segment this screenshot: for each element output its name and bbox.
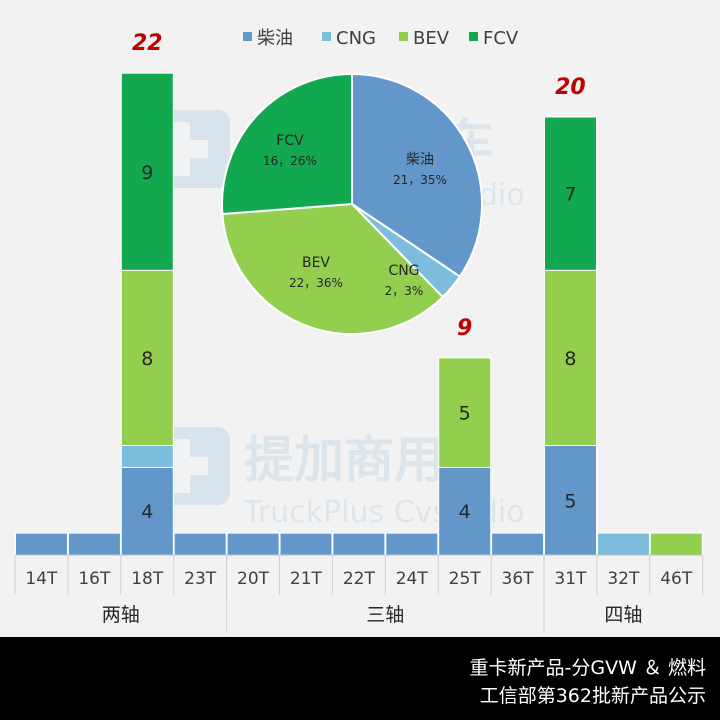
bar-segment-31T-FCV <box>544 116 597 271</box>
tick-label-24T: 24T <box>396 569 429 589</box>
segment-label-18T-FCV: 9 <box>141 162 153 184</box>
group-label-1: 两轴 <box>102 604 140 626</box>
bar-segment-18T-柴油 <box>120 466 174 556</box>
bar-segment-32T-CNG <box>596 532 650 556</box>
footer-bar: 重卡新产品-分GVW ＆ 燃料 工信部第362批新产品公示 <box>0 637 720 720</box>
group-label-2: 三轴 <box>366 604 404 626</box>
bar-segment-22T-柴油 <box>332 532 386 556</box>
bar-segment-18T-BEV <box>120 269 174 446</box>
legend-label-柴油: 柴油 <box>257 28 293 49</box>
bar-segment-23T-柴油 <box>173 532 227 556</box>
bar-segment-24T-柴油 <box>385 532 439 556</box>
pie-label-value-FCV: 16，26% <box>263 154 317 168</box>
x-axis: 14T 16T 18T 23T 20T 21T 22T 24T 25T 36T 31T 32T 46T 两… <box>14 554 704 633</box>
tick-label-20T: 20T <box>237 569 270 589</box>
tick-label-31T: 31T <box>554 569 587 589</box>
bar-segment-20T-柴油 <box>226 532 280 556</box>
tick-label-18T: 18T <box>131 569 164 589</box>
bar-segment-18T-CNG <box>120 445 174 468</box>
bar-segment-46T-BEV <box>649 532 703 556</box>
pie-label-name-柴油: 柴油 <box>406 152 434 168</box>
pie-label-name-FCV: FCV <box>276 133 304 149</box>
pie: 柴油 21，35% CNG 2，3% BEV 22，36% FCV 16，26% <box>221 72 483 335</box>
legend-label-FCV: FCV <box>483 28 519 49</box>
bar-segment-36T-柴油 <box>491 532 545 556</box>
legend-label-BEV: BEV <box>413 28 450 49</box>
pie-label-value-BEV: 22，36% <box>289 276 343 290</box>
bar-segment-31T-BEV <box>544 269 597 446</box>
pie-slice-柴油 <box>351 72 483 278</box>
segment-label-25T-柴油: 4 <box>459 501 471 523</box>
segment-label-31T-BEV: 8 <box>564 348 576 370</box>
total-label-25T: 9 <box>457 316 472 341</box>
bar-segment-14T-柴油 <box>15 532 68 556</box>
watermark-logo-cross-v <box>172 439 190 493</box>
tick-label-32T: 32T <box>607 569 640 589</box>
tick-label-14T: 14T <box>25 569 58 589</box>
tick-label-36T: 36T <box>502 569 535 589</box>
watermark-logo-cross-v <box>172 122 190 176</box>
segment-label-31T-FCV: 7 <box>564 184 576 206</box>
tick-label-21T: 21T <box>290 569 323 589</box>
tick-label-46T: 46T <box>660 569 693 589</box>
bar-segment-18T-FCV <box>120 72 174 271</box>
bar-segment-25T-柴油 <box>438 466 492 556</box>
tick-label-25T: 25T <box>449 569 482 589</box>
pie-slice-FCV <box>221 72 353 216</box>
segment-label-18T-BEV: 8 <box>141 348 153 370</box>
pie-label-value-CNG: 2，3% <box>385 284 424 298</box>
legend: 柴油 CNG BEV FCV <box>243 28 519 49</box>
segment-label-25T-BEV: 5 <box>459 403 471 425</box>
pie-slice-BEV <box>221 202 445 335</box>
tick-label-23T: 23T <box>184 569 217 589</box>
pie-label-name-CNG: CNG <box>388 263 419 279</box>
tick-label-22T: 22T <box>343 569 376 589</box>
legend-label-CNG: CNG <box>336 28 376 49</box>
footer-title: 重卡新产品-分GVW ＆ 燃料 <box>469 657 706 679</box>
bar-segment-21T-柴油 <box>279 532 333 556</box>
total-label-31T: 20 <box>555 75 586 100</box>
tick-label-16T: 16T <box>78 569 111 589</box>
total-label-18T: 22 <box>132 31 163 56</box>
group-label-3: 四轴 <box>604 604 642 626</box>
segment-label-18T-柴油: 4 <box>141 501 153 523</box>
bars <box>15 72 703 556</box>
segment-label-31T-柴油: 5 <box>564 490 576 512</box>
legend-swatch-柴油 <box>243 32 252 41</box>
legend-swatch-CNG <box>322 32 331 41</box>
bar-segment-16T-柴油 <box>67 532 121 556</box>
legend-swatch-FCV <box>469 32 478 41</box>
legend-swatch-BEV <box>399 32 408 41</box>
pie-label-name-BEV: BEV <box>302 255 330 271</box>
pie-label-value-柴油: 21，35% <box>393 173 447 187</box>
bar-segment-25T-BEV <box>438 357 492 468</box>
footer-subtitle: 工信部第362批新产品公示 <box>479 685 706 707</box>
